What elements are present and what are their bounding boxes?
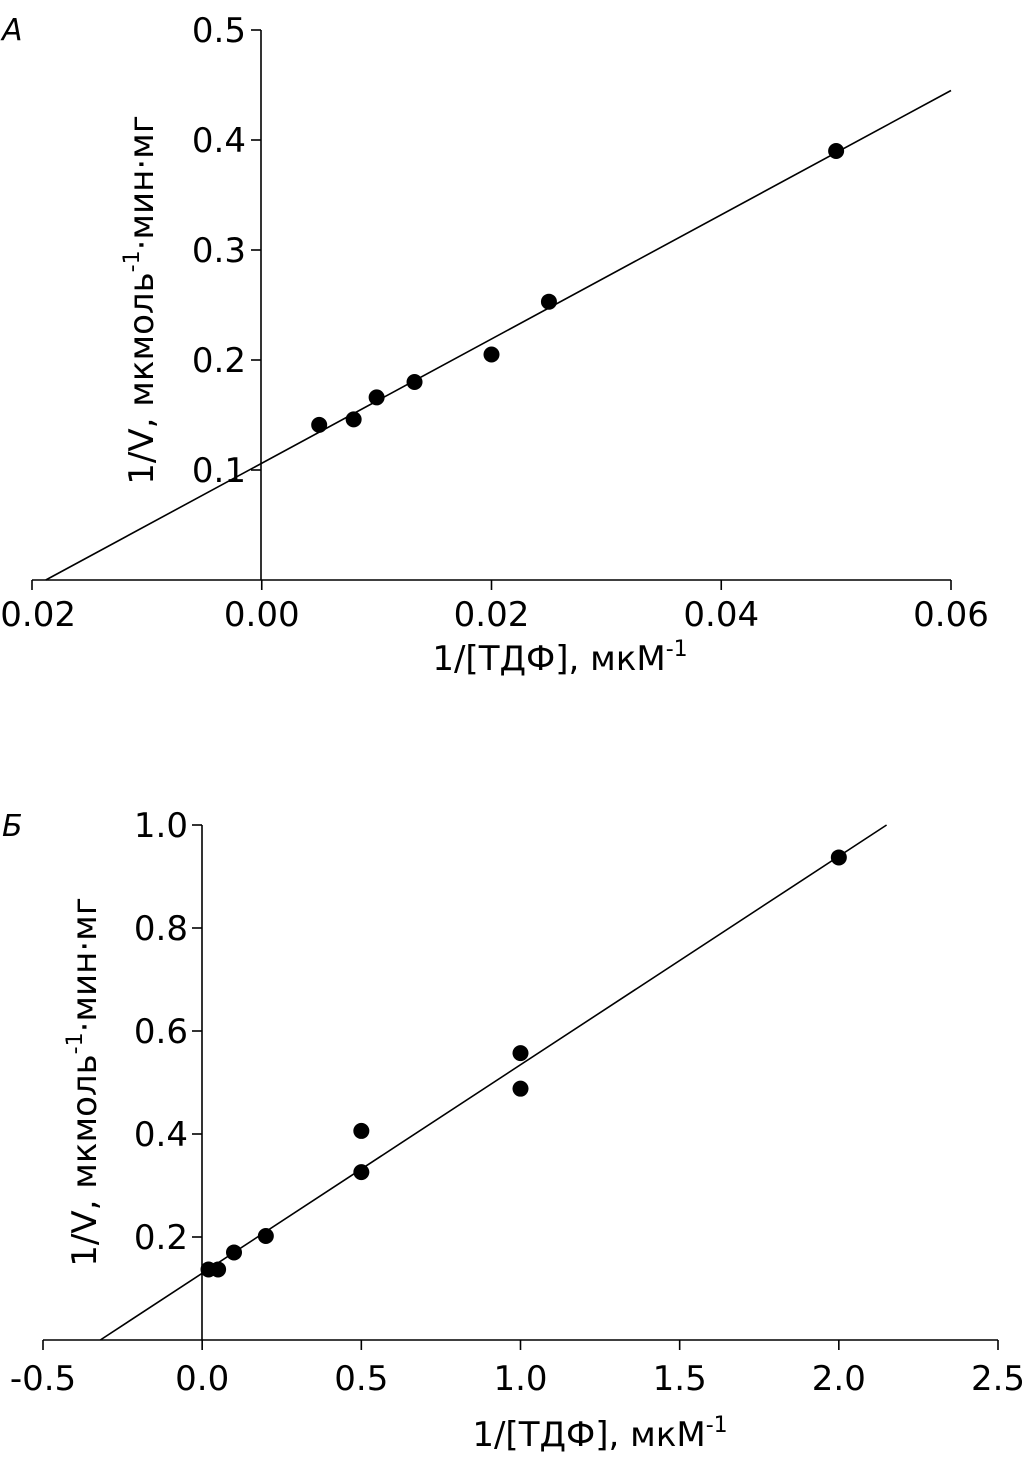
data-point	[483, 346, 500, 363]
data-point	[210, 1261, 227, 1278]
data-point	[830, 849, 847, 866]
panel-label: Б	[2, 809, 23, 844]
y-tick-label: 0.1	[192, 451, 246, 491]
data-point	[311, 416, 328, 433]
data-point	[226, 1244, 242, 1261]
y-axis-title: 1/V, мкмоль-1·мин·мг	[63, 897, 105, 1266]
data-point	[257, 1227, 274, 1244]
x-tick-label: 0.04	[683, 595, 759, 635]
data-point	[512, 1045, 529, 1062]
tick-group: -0.02 0.00 0.02 0.04 0.06 0.1 0.2 0.3 0.4 0.5	[0, 11, 989, 635]
x-tick-label: -0.02	[0, 595, 76, 635]
y-tick-label: 0.4	[192, 121, 246, 161]
x-tick-label: -0.5	[10, 1359, 76, 1399]
data-point	[353, 1164, 370, 1181]
x-axis-title: 1/[ТДФ], мкМ-1	[472, 1413, 727, 1455]
data-point	[353, 1122, 370, 1139]
chart-panel-a: А -0.02 0.00 0.02 0.04 0.06 0.1 0.2 0.3 0.4 0.5 1…	[0, 11, 989, 679]
y-axis-title: 1/V, мкмоль-1·мин·мг	[120, 115, 162, 484]
data-point	[540, 293, 557, 310]
y-tick-label: 1.0	[134, 806, 188, 846]
x-tick-label: 0.5	[334, 1359, 388, 1399]
data-point	[368, 389, 385, 406]
x-tick-label: 1.0	[493, 1359, 547, 1399]
y-tick-label: 0.6	[134, 1012, 188, 1052]
x-tick-label: 0.00	[224, 595, 300, 635]
y-tick-label: 0.2	[134, 1218, 188, 1258]
tick-group: -0.5 0.0 0.5 1.0 1.5 2.0 2.5 0.2 0.4 0.6 0.8 1.0	[10, 806, 1025, 1399]
fit-line	[45, 89, 952, 581]
x-tick-label: 2.5	[971, 1359, 1025, 1399]
panel-label: А	[0, 13, 23, 48]
data-point	[828, 143, 845, 159]
y-tick-label: 0.3	[192, 231, 246, 271]
data-point	[512, 1080, 529, 1097]
x-tick-label: 2.0	[812, 1359, 866, 1399]
x-tick-label: 0.0	[175, 1359, 229, 1399]
x-tick-label: 0.02	[454, 595, 530, 635]
x-tick-label: 1.5	[653, 1359, 707, 1399]
y-tick-label: 0.4	[134, 1115, 188, 1155]
y-tick-label: 0.5	[192, 11, 246, 51]
y-tick-label: 0.8	[134, 909, 188, 949]
x-tick-label: 0.06	[913, 595, 989, 635]
x-axis-title: 1/[ТДФ], мкМ-1	[432, 637, 687, 679]
points-group	[200, 849, 847, 1278]
chart-panel-b: Б -0.5 0.0 0.5 1.0 1.5 2.0 2.50.20.40.60.81.0 …	[2, 806, 1025, 1455]
y-tick-label: 0.2	[192, 341, 246, 381]
data-point	[406, 374, 423, 390]
data-point	[345, 411, 362, 428]
points-group	[311, 143, 845, 433]
